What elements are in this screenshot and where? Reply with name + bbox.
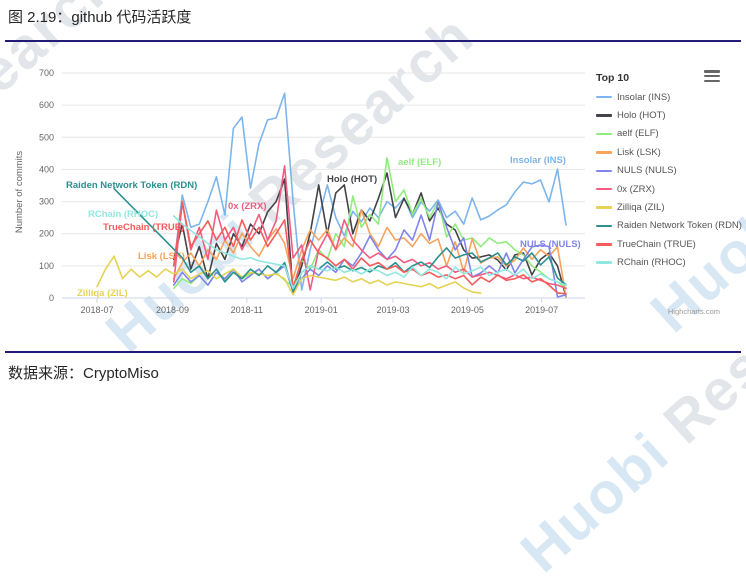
x-tick-label: 2018-09 [156, 305, 189, 315]
series-line-TrueChain (TRUE) [173, 200, 567, 295]
legend-header: Top 10 [596, 68, 744, 84]
legend-item-Zilliqa (ZIL)[interactable]: Zilliqa (ZIL) [596, 198, 744, 216]
y-tick-label: 200 [39, 229, 54, 239]
series-label-Insolar (INS): Insolar (INS) [510, 155, 566, 166]
chart-legend: Top 10 Insolar (INS) Holo (HOT) aelf (ELF)… [596, 68, 744, 272]
series-line-RChain (RHOC) [173, 215, 567, 290]
legend-swatch [596, 151, 612, 154]
series-label-Holo (HOT): Holo (HOT) [327, 174, 377, 185]
series-line-Lisk (LSK) [173, 209, 567, 298]
legend-label: NULS (NULS) [617, 165, 677, 177]
legend-item-Lisk (LSK)[interactable]: Lisk (LSK) [596, 143, 744, 161]
legend-label: 0x (ZRX) [617, 183, 655, 195]
legend-item-aelf (ELF)[interactable]: aelf (ELF) [596, 125, 744, 143]
x-tick-label: 2019-01 [305, 305, 338, 315]
legend-swatch [596, 224, 612, 228]
highcharts-credit: Highcharts.com [668, 307, 720, 316]
y-tick-label: 700 [39, 68, 54, 78]
series-label-aelf (ELF): aelf (ELF) [398, 157, 441, 168]
legend-item-RChain (RHOC)[interactable]: RChain (RHOC) [596, 254, 744, 272]
legend-label: TrueChain (TRUE) [617, 238, 696, 250]
legend-swatch [596, 206, 612, 209]
legend-item-Raiden Network Token (RDN)[interactable]: Raiden Network Token (RDN) [596, 217, 744, 235]
legend-swatch [596, 261, 612, 264]
legend-swatch [596, 132, 612, 136]
legend-label: Raiden Network Token (RDN) [617, 220, 742, 232]
x-tick-label: 2019-03 [376, 305, 409, 315]
x-tick-label: 2018-11 [231, 305, 263, 315]
series-label-RChain (RHOC): RChain (RHOC) [88, 209, 158, 220]
legend-item-NULS (NULS)[interactable]: NULS (NULS) [596, 162, 744, 180]
series-label-0x (ZRX): 0x (ZRX) [228, 201, 267, 212]
series-label-Zilliqa (ZIL): Zilliqa (ZIL) [77, 288, 128, 299]
legend-item-TrueChain (TRUE)[interactable]: TrueChain (TRUE) [596, 235, 744, 253]
legend-label: Holo (HOT) [617, 110, 666, 122]
line-chart-plot: 0 100 200 300 400 500 600 700 2018-07 2018-09 2018… [14, 68, 720, 316]
y-tick-label: 0 [49, 293, 54, 303]
series-line-Zilliqa (ZIL) [96, 255, 482, 296]
legend-swatch [596, 169, 612, 172]
legend-swatch [596, 95, 612, 99]
legend-item-list: Insolar (INS) Holo (HOT) aelf (ELF) Lisk (L… [596, 88, 744, 272]
y-tick-label: 400 [39, 164, 54, 174]
series-label-TrueChain (TRUE): TrueChain (TRUE) [103, 222, 184, 233]
legend-swatch [596, 243, 612, 246]
legend-item-Holo (HOT)[interactable]: Holo (HOT) [596, 106, 744, 124]
legend-item-Insolar (INS)[interactable]: Insolar (INS) [596, 88, 744, 106]
y-axis-title: Number of commits [14, 151, 25, 234]
legend-label: aelf (ELF) [617, 128, 659, 140]
legend-label: Insolar (INS) [617, 91, 671, 103]
title-divider [5, 40, 741, 42]
series-line-NULS (NULS) [173, 201, 567, 298]
y-tick-label: 600 [39, 100, 54, 110]
x-tick-label: 2019-07 [525, 305, 558, 315]
y-tick-label: 300 [39, 197, 54, 207]
legend-item-0x (ZRX)[interactable]: 0x (ZRX) [596, 180, 744, 198]
figure-source: 数据来源：CryptoMiso [8, 365, 159, 382]
legend-title: Top 10 [596, 72, 630, 84]
x-tick-label: 2018-07 [80, 305, 113, 315]
source-divider [5, 351, 741, 353]
series-label-NULS (NULS): NULS (NULS) [520, 239, 581, 250]
figure-title: 图 2.19：github 代码活跃度 [8, 9, 192, 26]
legend-label: Zilliqa (ZIL) [617, 202, 665, 214]
series-label-Lisk (LSK): Lisk (LSK) [138, 251, 185, 262]
legend-label: RChain (RHOC) [617, 257, 686, 269]
hamburger-menu-icon[interactable] [704, 70, 720, 82]
series-label-Raiden Network Token (RDN): Raiden Network Token (RDN) [66, 180, 197, 191]
legend-swatch [596, 187, 612, 191]
legend-swatch [596, 114, 612, 117]
series-line-Insolar (INS) [173, 92, 567, 291]
x-tick-label: 2019-05 [451, 305, 484, 315]
legend-label: Lisk (LSK) [617, 146, 661, 158]
series-line-Raiden Network Token (RDN) [113, 187, 567, 293]
y-tick-label: 100 [39, 261, 54, 271]
y-tick-label: 500 [39, 132, 54, 142]
